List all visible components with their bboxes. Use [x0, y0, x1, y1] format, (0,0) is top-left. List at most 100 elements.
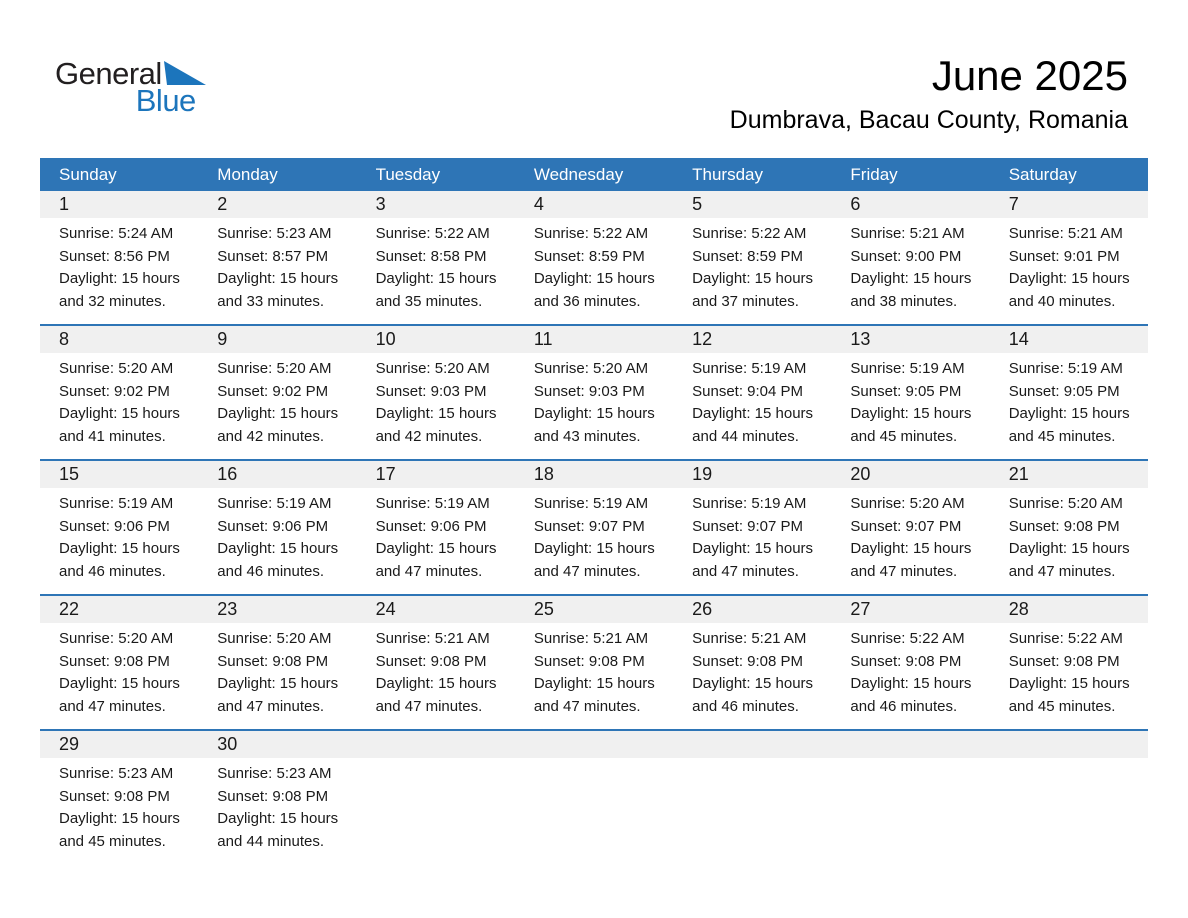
sunset-text: Sunset: 9:02 PM [59, 382, 170, 400]
daylight-text: and 43 minutes. [533, 427, 641, 445]
daylight-text: Daylight: 15 hours [1008, 405, 1130, 422]
day-number: 4 [514, 191, 674, 218]
daylight-text: and 35 minutes. [375, 292, 483, 310]
day-number-empty [514, 731, 674, 758]
day-details: Sunrise: 5:21 AM Sunset: 9:08 PM Daylight:… [673, 623, 831, 718]
weeks-container: 1 Sunrise: 5:24 AM Sunset: 8:56 PM Daylight… [40, 191, 1148, 853]
daylight-text: and 38 minutes. [850, 292, 958, 310]
daylight-text: and 41 minutes. [59, 427, 166, 445]
day-number: 19 [673, 461, 832, 488]
daylight-text: Daylight: 15 hours [1008, 270, 1130, 287]
day-details: Sunrise: 5:19 AM Sunset: 9:06 PM Daylight:… [40, 488, 198, 583]
day-cell-7: 7 Sunrise: 5:21 AM Sunset: 9:01 PM Daylight… [989, 191, 1148, 324]
daylight-text: Daylight: 15 hours [850, 540, 972, 557]
daylight-text: Daylight: 15 hours [692, 675, 814, 692]
day-cell-6: 6 Sunrise: 5:21 AM Sunset: 9:00 PM Daylight… [831, 191, 990, 324]
daylight-text: Daylight: 15 hours [375, 540, 497, 557]
sunset-text: Sunset: 9:06 PM [59, 517, 170, 535]
daylight-text: Daylight: 15 hours [375, 405, 497, 422]
day-details: Sunrise: 5:22 AM Sunset: 8:59 PM Daylight:… [673, 218, 831, 313]
day-details: Sunrise: 5:19 AM Sunset: 9:07 PM Daylight:… [673, 488, 831, 583]
daylight-text: and 47 minutes. [1008, 562, 1116, 580]
sunrise-text: Sunrise: 5:19 AM [375, 495, 490, 512]
logo-triangle-icon [163, 61, 206, 85]
daylight-text: and 44 minutes. [217, 832, 325, 850]
daylight-text: and 46 minutes. [850, 697, 958, 715]
day-cell-empty [514, 731, 674, 853]
sunset-text: Sunset: 9:08 PM [1008, 652, 1120, 670]
sunrise-text: Sunrise: 5:19 AM [59, 495, 174, 512]
day-cell-empty [989, 731, 1148, 853]
sunrise-text: Sunrise: 5:19 AM [533, 495, 649, 512]
day-cell-22: 22 Sunrise: 5:20 AM Sunset: 9:08 PM Dayligh… [40, 596, 199, 729]
daylight-text: Daylight: 15 hours [533, 675, 655, 692]
day-number: 20 [831, 461, 990, 488]
weekday-header-sunday: Sunday [59, 164, 117, 184]
sunrise-text: Sunrise: 5:22 AM [533, 225, 649, 242]
day-details: Sunrise: 5:20 AM Sunset: 9:08 PM Daylight:… [990, 488, 1148, 583]
sunrise-text: Sunrise: 5:19 AM [850, 360, 965, 377]
sunset-text: Sunset: 8:59 PM [533, 247, 645, 265]
sunrise-text: Sunrise: 5:21 AM [1008, 225, 1123, 242]
daylight-text: Daylight: 15 hours [375, 270, 497, 287]
sunrise-text: Sunrise: 5:23 AM [59, 765, 174, 782]
sunset-text: Sunset: 9:06 PM [375, 517, 487, 535]
day-cell-16: 16 Sunrise: 5:19 AM Sunset: 9:06 PM Dayligh… [198, 461, 357, 594]
day-number: 12 [673, 326, 832, 353]
day-number: 26 [673, 596, 832, 623]
daylight-text: Daylight: 15 hours [217, 405, 339, 422]
sunset-text: Sunset: 9:08 PM [1008, 517, 1120, 535]
sunset-text: Sunset: 9:05 PM [1008, 382, 1120, 400]
week-row-5: 29 Sunrise: 5:23 AM Sunset: 9:08 PM Dayligh… [40, 729, 1148, 853]
day-cell-11: 11 Sunrise: 5:20 AM Sunset: 9:03 PM Dayligh… [514, 326, 674, 459]
day-number: 7 [989, 191, 1148, 218]
sunset-text: Sunset: 8:56 PM [59, 247, 170, 265]
day-cell-5: 5 Sunrise: 5:22 AM Sunset: 8:59 PM Daylight… [673, 191, 832, 324]
day-cell-26: 26 Sunrise: 5:21 AM Sunset: 9:08 PM Dayligh… [673, 596, 832, 729]
day-details: Sunrise: 5:24 AM Sunset: 8:56 PM Daylight:… [40, 218, 198, 313]
sunrise-text: Sunrise: 5:21 AM [375, 630, 490, 647]
day-cell-empty [356, 731, 515, 853]
day-number: 14 [989, 326, 1148, 353]
daylight-text: and 42 minutes. [217, 427, 325, 445]
day-number: 9 [198, 326, 357, 353]
day-details: Sunrise: 5:22 AM Sunset: 8:58 PM Daylight:… [357, 218, 515, 313]
sunrise-text: Sunrise: 5:19 AM [692, 495, 807, 512]
day-details: Sunrise: 5:19 AM Sunset: 9:05 PM Daylight:… [990, 353, 1148, 448]
daylight-text: Daylight: 15 hours [533, 270, 655, 287]
sunrise-text: Sunrise: 5:19 AM [692, 360, 807, 377]
day-number: 8 [40, 326, 199, 353]
sunrise-text: Sunrise: 5:19 AM [217, 495, 332, 512]
sunset-text: Sunset: 9:01 PM [1008, 247, 1120, 265]
day-number: 13 [831, 326, 990, 353]
logo-text-general: General [55, 56, 162, 91]
day-cell-23: 23 Sunrise: 5:20 AM Sunset: 9:08 PM Dayligh… [198, 596, 357, 729]
day-number: 11 [514, 326, 674, 353]
day-number: 30 [198, 731, 357, 758]
day-number: 23 [198, 596, 357, 623]
daylight-text: Daylight: 15 hours [217, 270, 339, 287]
day-details: Sunrise: 5:19 AM Sunset: 9:04 PM Daylight:… [673, 353, 831, 448]
daylight-text: and 45 minutes. [59, 832, 166, 850]
weekday-header-thursday: Thursday [692, 164, 764, 184]
day-details: Sunrise: 5:22 AM Sunset: 9:08 PM Daylight:… [831, 623, 989, 718]
day-number: 2 [198, 191, 357, 218]
sunset-text: Sunset: 9:08 PM [375, 652, 487, 670]
day-details: Sunrise: 5:22 AM Sunset: 8:59 PM Daylight:… [515, 218, 673, 313]
daylight-text: and 46 minutes. [692, 697, 799, 715]
sunrise-text: Sunrise: 5:20 AM [1008, 495, 1123, 512]
sunrise-text: Sunrise: 5:20 AM [59, 360, 174, 377]
sunrise-text: Sunrise: 5:20 AM [375, 360, 490, 377]
weekday-header-saturday: Saturday [1008, 164, 1077, 184]
daylight-text: and 45 minutes. [1008, 427, 1116, 445]
day-cell-24: 24 Sunrise: 5:21 AM Sunset: 9:08 PM Dayligh… [356, 596, 515, 729]
day-details: Sunrise: 5:19 AM Sunset: 9:06 PM Daylight:… [198, 488, 356, 583]
day-details: Sunrise: 5:21 AM Sunset: 9:01 PM Daylight:… [990, 218, 1148, 313]
sunset-text: Sunset: 9:07 PM [692, 517, 804, 535]
sunset-text: Sunset: 9:06 PM [217, 517, 329, 535]
day-cell-empty [673, 731, 832, 853]
sunrise-text: Sunrise: 5:20 AM [59, 630, 174, 647]
day-details: Sunrise: 5:20 AM Sunset: 9:02 PM Daylight:… [198, 353, 356, 448]
page-header: General Blue June 2025 Dumbrava, Bacau C… [40, 0, 1148, 158]
daylight-text: Daylight: 15 hours [850, 675, 972, 692]
